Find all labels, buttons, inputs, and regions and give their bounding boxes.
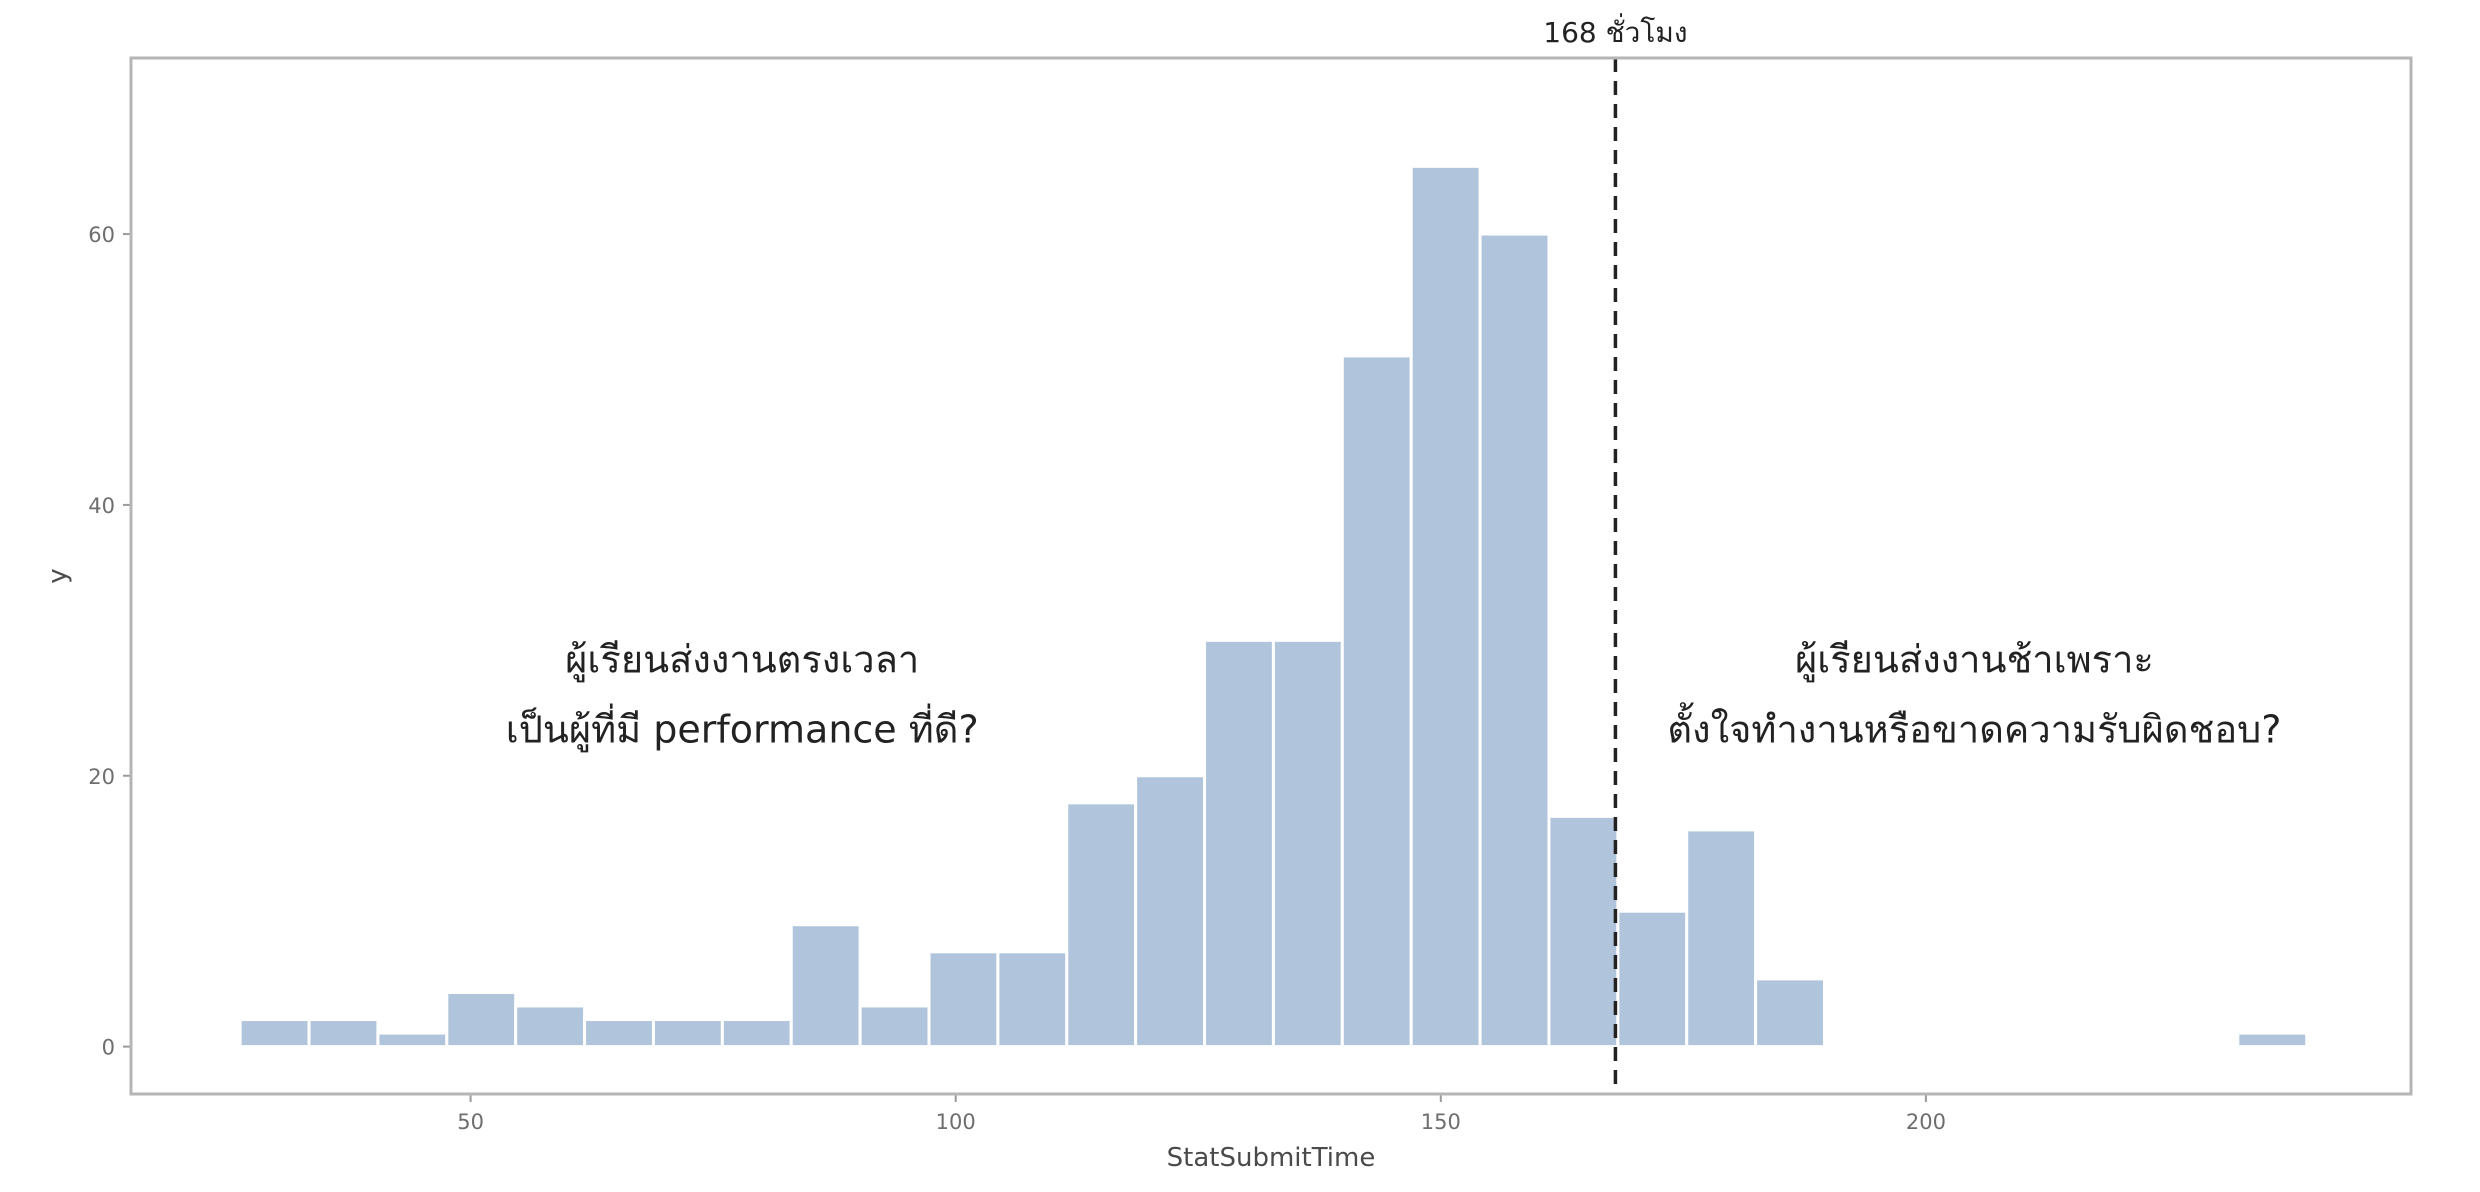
histogram-bar bbox=[858, 1004, 931, 1049]
histogram-bar bbox=[1616, 909, 1689, 1049]
plot-border bbox=[129, 56, 2413, 1096]
y-axis-title: y bbox=[43, 568, 73, 583]
histogram-bar bbox=[1271, 638, 1344, 1049]
histogram-bar bbox=[720, 1018, 793, 1049]
x-tick-label: 150 bbox=[1421, 1110, 1461, 1134]
histogram-bar bbox=[1754, 977, 1827, 1049]
annotation-text: ผู้เรียนส่งงานตรงเวลา bbox=[565, 637, 919, 682]
x-axis-title: StatSubmitTime bbox=[1167, 1143, 1376, 1173]
x-tick-label: 50 bbox=[457, 1110, 484, 1134]
y-tick-label: 40 bbox=[88, 494, 115, 518]
x-tick-label: 200 bbox=[1906, 1110, 1946, 1134]
histogram-bar bbox=[1203, 638, 1275, 1049]
histogram-bar bbox=[1478, 232, 1551, 1049]
annotations-layer: 168 ชั่วโมงผู้เรียนส่งงานตรงเวลาเป็นผู้ท… bbox=[506, 13, 2281, 1094]
histogram-bar bbox=[1409, 164, 1482, 1049]
histogram-bar bbox=[514, 1004, 587, 1049]
histogram-bar bbox=[1065, 801, 1138, 1049]
annotation-text: ผู้เรียนส่งงานช้าเพราะ bbox=[1795, 637, 2154, 682]
histogram-bar bbox=[1547, 814, 1620, 1049]
y-tick-label: 60 bbox=[88, 223, 115, 247]
annotation-text: ตั้งใจทำงานหรือขาดความรับผิดชอบ? bbox=[1667, 701, 2281, 751]
histogram-bar bbox=[376, 1031, 449, 1049]
histogram-bar bbox=[583, 1018, 655, 1049]
bars-layer bbox=[238, 164, 2309, 1049]
histogram-bar bbox=[996, 950, 1069, 1049]
histogram-bar bbox=[1134, 774, 1207, 1049]
y-tick-label: 0 bbox=[102, 1036, 115, 1060]
reference-vline-label: 168 ชั่วโมง bbox=[1543, 13, 1687, 49]
histogram-bar bbox=[651, 1018, 724, 1049]
y-tick-label: 20 bbox=[88, 765, 115, 789]
ticks-layer: 50 100 150 200 0 20 40 60 bbox=[88, 223, 1946, 1134]
histogram-bar bbox=[2236, 1031, 2309, 1049]
histogram-bar bbox=[445, 990, 518, 1049]
histogram-bar bbox=[789, 923, 862, 1049]
histogram-bar bbox=[927, 950, 1000, 1049]
x-tick-label: 100 bbox=[936, 1110, 976, 1134]
annotation-text: เป็นผู้ที่มี performance ที่ดี? bbox=[506, 703, 979, 752]
histogram-bar bbox=[1685, 828, 1758, 1049]
histogram-bar bbox=[1340, 354, 1413, 1049]
histogram-bar bbox=[307, 1018, 380, 1049]
histogram-bar bbox=[238, 1018, 311, 1049]
